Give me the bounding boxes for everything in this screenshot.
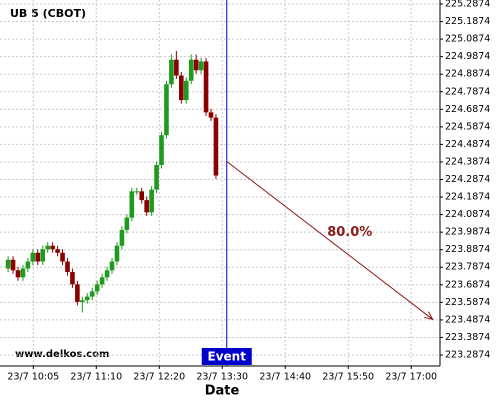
candle-body: [159, 135, 164, 166]
candle-body: [45, 245, 50, 250]
x-tick-label: 23/7 12:20: [133, 372, 185, 383]
candle-body: [193, 59, 199, 71]
candle-body: [94, 284, 100, 292]
candle-body: [114, 245, 120, 262]
y-tick-label: 223.3874: [445, 332, 490, 343]
y-tick-label: 223.2874: [445, 349, 490, 360]
candle-body: [10, 259, 16, 271]
y-tick-label: 224.6874: [445, 104, 490, 115]
y-tick-label: 224.1874: [445, 192, 490, 203]
candle-body: [154, 165, 159, 190]
candle-body: [70, 272, 75, 285]
y-tick-label: 223.8874: [445, 244, 490, 255]
candle-body: [89, 291, 95, 297]
candle-body: [35, 252, 41, 262]
candle-body: [183, 80, 189, 101]
candle-body: [198, 61, 204, 71]
y-tick-label: 223.7874: [445, 262, 490, 273]
y-tick-label: 225.0874: [445, 34, 490, 45]
y-tick-label: 225.1874: [445, 16, 490, 27]
candle-body: [169, 59, 174, 85]
candle-body: [55, 249, 60, 253]
candle-body: [5, 259, 11, 269]
event-label-box: [201, 348, 252, 365]
watermark: www.delkos.com: [15, 349, 109, 360]
candle-body: [75, 284, 80, 302]
candle-body: [144, 200, 149, 213]
y-tick-label: 224.9874: [445, 51, 490, 62]
candle-body: [188, 59, 194, 81]
y-tick-label: 223.9874: [445, 227, 490, 238]
candle-body: [80, 300, 85, 302]
x-tick-label: 23/7 15:50: [322, 372, 374, 383]
candle-body: [203, 61, 209, 113]
candle-body: [84, 296, 90, 301]
candle-body: [104, 270, 110, 278]
x-tick-label: 23/7 17:00: [385, 372, 437, 383]
candle-body: [208, 112, 214, 118]
candle-body: [174, 59, 179, 76]
candle-body: [213, 117, 219, 176]
candle-body: [50, 245, 55, 250]
x-tick-label: 23/7 14:40: [259, 372, 311, 383]
y-tick-label: 224.4874: [445, 139, 490, 150]
y-tick-label: 224.0874: [445, 209, 490, 220]
y-tick-label: 224.8874: [445, 69, 490, 80]
candle-body: [30, 252, 36, 262]
x-tick-label: 23/7 11:10: [70, 372, 122, 383]
annotation-label: 80.0%: [327, 225, 372, 240]
y-tick-label: 224.5874: [445, 121, 490, 132]
plot-area: [0, 0, 440, 366]
arrow-head: [423, 311, 434, 321]
x-axis-label: Date: [205, 384, 240, 399]
y-tick-label: 224.7874: [445, 86, 490, 97]
candle-body: [60, 252, 65, 262]
candle-body: [179, 75, 184, 101]
y-tick-label: 224.3874: [445, 156, 490, 167]
candle-body: [109, 261, 115, 271]
candle-body: [149, 189, 154, 213]
candle-body: [40, 249, 46, 262]
y-tick-label: 223.5874: [445, 297, 490, 308]
candle-body: [25, 261, 31, 269]
candle-body: [129, 191, 135, 218]
candle-body: [139, 191, 145, 201]
candle-body: [20, 268, 26, 278]
candle-body: [164, 84, 169, 136]
candle-body: [134, 191, 140, 193]
candle-body: [124, 217, 130, 230]
y-tick-label: 225.2874: [445, 0, 490, 10]
chart-title: UB 5 (CBOT): [10, 7, 86, 20]
event-label: Event: [208, 350, 247, 364]
candle-body: [65, 261, 70, 273]
x-tick-label: 23/7 13:30: [196, 372, 248, 383]
x-tick-label: 23/7 10:05: [7, 372, 59, 383]
candle-body: [15, 270, 21, 278]
y-tick-label: 223.6874: [445, 279, 490, 290]
y-tick-label: 224.2874: [445, 174, 490, 185]
candle-body: [119, 229, 125, 246]
candle-body: [99, 277, 105, 285]
y-tick-label: 223.4874: [445, 314, 490, 325]
forecast-arrow: [226, 161, 434, 320]
